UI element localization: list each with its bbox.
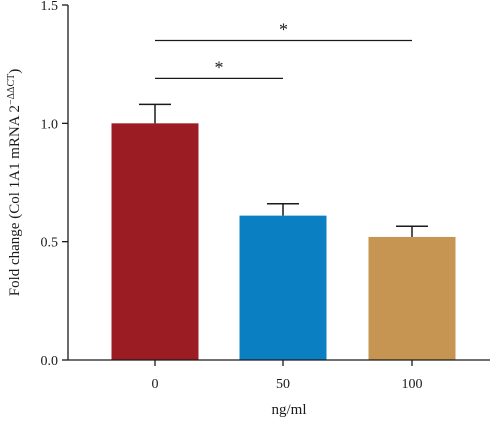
y-axis-title: Fold change (Col 1A1 mRNA 2−ΔΔCT) <box>6 69 24 297</box>
bars-group <box>111 123 456 360</box>
significance-group: ** <box>155 20 412 80</box>
bar-100 <box>368 236 456 360</box>
axes-group <box>67 5 490 361</box>
error-bars-group <box>139 103 428 237</box>
significance-star-0: * <box>215 57 224 77</box>
y-axis-title-superscript: −ΔΔCT <box>6 74 17 105</box>
x-axis-title: ng/ml <box>271 402 306 418</box>
y-tick-label: 1.5 <box>41 0 59 14</box>
x-tick-label-0: 0 <box>152 377 159 392</box>
x-tick-label-50: 50 <box>276 377 290 392</box>
significance-star-1: * <box>279 20 288 40</box>
bar-50 <box>239 215 327 360</box>
bar-0 <box>111 123 199 360</box>
x-tick-label-100: 100 <box>402 377 423 392</box>
y-ticks-group: 0.0 0.5 1.0 1.5 <box>41 0 68 369</box>
y-tick-label: 1.0 <box>41 117 59 132</box>
x-ticks-group: 0 50 100 <box>152 360 423 392</box>
y-tick-label: 0.5 <box>41 236 59 251</box>
y-axis-title-main: Fold change (Col 1A1 mRNA 2 <box>7 105 23 296</box>
y-axis-title-end: ) <box>7 69 23 74</box>
y-tick-label: 0.0 <box>41 354 59 369</box>
